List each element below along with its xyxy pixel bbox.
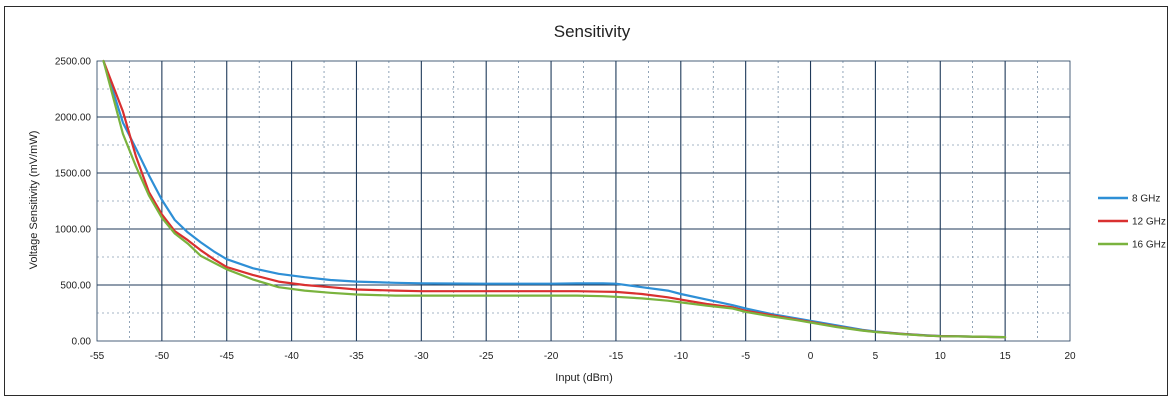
x-tick-label: -5 [741,351,750,362]
x-tick-label: -10 [674,351,689,362]
legend: 8 GHz 12 GHz 16 GHz [1098,194,1166,251]
x-tick-label: -40 [284,351,299,362]
x-tick-label: 0 [808,351,814,362]
x-tick-label: -50 [155,351,170,362]
y-tick-label: 500.00 [60,281,91,292]
y-tick-label: 2000.00 [55,113,92,124]
y-tick-label: 1500.00 [55,169,92,180]
x-tick-label: -45 [220,351,235,362]
y-tick-label: 1000.00 [55,225,92,236]
x-tick-label: 5 [873,351,879,362]
x-axis-title: Input (dBm) [555,372,612,384]
x-tick-label: 15 [1000,351,1012,362]
series-line-16-ghz [102,59,1007,339]
grid-layer [96,60,1071,342]
legend-label: 12 GHz [1132,217,1166,228]
series-layer [102,59,1007,339]
legend-label: 8 GHz [1132,194,1160,205]
x-tick-label: -30 [414,351,429,362]
x-tick-label: -15 [609,351,624,362]
legend-label: 16 GHz [1132,240,1166,251]
x-tick-label: -35 [349,351,364,362]
x-tick-label: -25 [479,351,494,362]
x-tick-label: 10 [935,351,947,362]
y-axis-title: Voltage Sensitivity (mV/mW) [28,131,40,270]
y-tick-label: 0.00 [72,337,92,348]
x-tick-label: 20 [1064,351,1076,362]
x-tick-label: -20 [544,351,559,362]
x-tick-label: -55 [90,351,105,362]
tick-label-layer: -55 -50 -45 -40 -35 -30 -25 -20 -15 -10 -5 0 5 10 15 20… [55,57,1076,363]
y-tick-label: 2500.00 [55,57,92,68]
chart-title: Sensitivity [554,22,631,41]
